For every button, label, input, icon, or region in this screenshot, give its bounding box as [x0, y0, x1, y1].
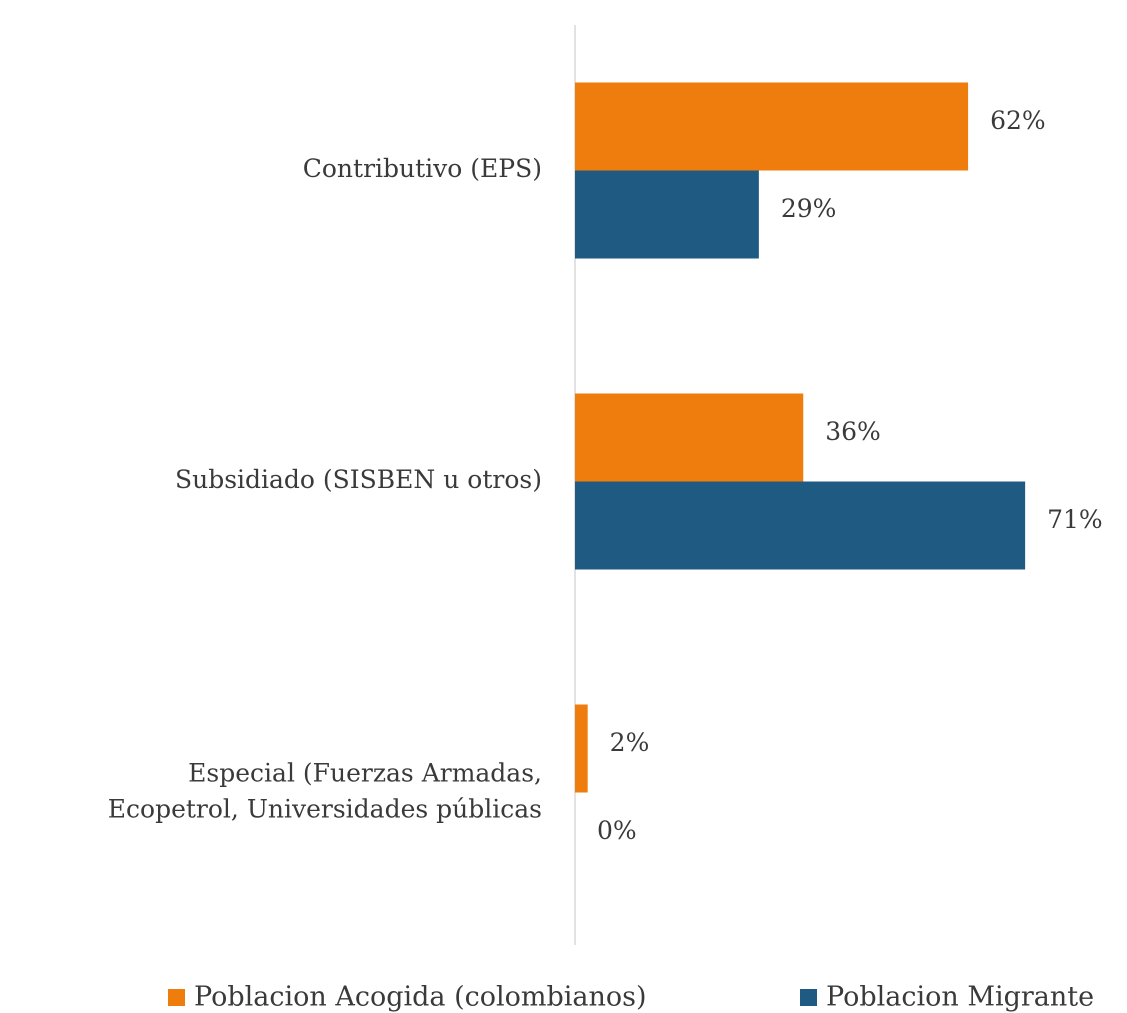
legend-label: Poblacion Migrante	[826, 982, 1094, 1013]
bar	[575, 481, 1026, 570]
legend-swatch	[800, 989, 817, 1006]
category-label: Contributivo (EPS)	[303, 154, 542, 183]
bar	[575, 704, 588, 793]
value-label: 71%	[1047, 505, 1103, 534]
value-label: 62%	[990, 106, 1046, 135]
category-label: Especial (Fuerzas Armadas, Ecopetrol, Uni…	[108, 758, 542, 823]
value-label: 29%	[781, 194, 837, 223]
value-label: 36%	[825, 417, 881, 446]
legend-swatch	[168, 989, 185, 1006]
category-label: Subsidiado (SISBEN u otros)	[175, 465, 542, 494]
legend-label: Poblacion Acogida (colombianos)	[194, 982, 647, 1013]
value-label: 2%	[610, 728, 650, 757]
value-label: 0%	[597, 816, 637, 845]
bar	[575, 82, 969, 171]
bar	[575, 170, 759, 259]
bar	[575, 393, 804, 482]
